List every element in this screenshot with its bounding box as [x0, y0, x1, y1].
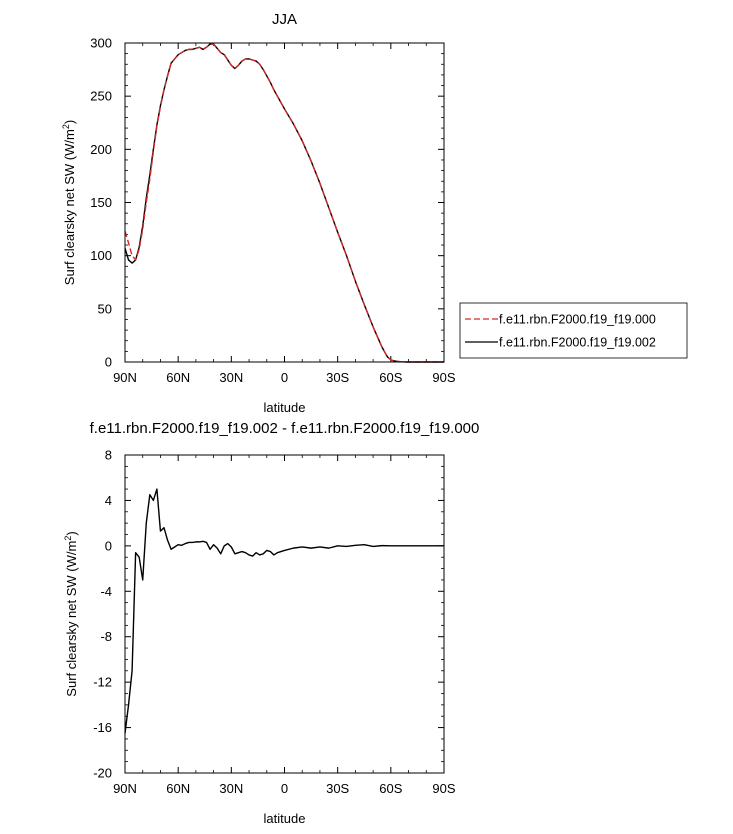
y-tick-label: 4 — [105, 493, 112, 508]
plot-frame-bottom — [124, 454, 445, 774]
x-tick-label: 0 — [281, 781, 288, 796]
x-axis-label-bottom: latitude — [264, 811, 306, 826]
x-tick-label: 60S — [379, 370, 402, 385]
legend-label-series-1: f.e11.rbn.F2000.f19_f19.002 — [499, 336, 656, 350]
chart-panel-top: JJA latitude Surf clearsky net SW (W/m2)… — [61, 11, 456, 415]
plot-frame-top — [124, 42, 445, 363]
x-tick-label: 60N — [166, 781, 190, 796]
y-tick-label: 0 — [105, 538, 112, 553]
x-tick-label: 30S — [326, 370, 349, 385]
x-tick-label: 0 — [281, 370, 288, 385]
x-tick-label: 90N — [113, 781, 137, 796]
y-tick-label: -20 — [93, 766, 112, 781]
x-tick-label: 90S — [432, 781, 455, 796]
y-tick-label: -16 — [93, 720, 112, 735]
legend-box — [459, 302, 688, 359]
y-tick-label: 200 — [90, 142, 112, 157]
y-axis-label-bottom: Surf clearsky net SW (W/m2) — [63, 531, 79, 696]
chart-panel-bottom: f.e11.rbn.F2000.f19_f19.002 - f.e11.rbn.… — [63, 420, 479, 826]
chart-title-bottom: f.e11.rbn.F2000.f19_f19.002 - f.e11.rbn.… — [90, 420, 480, 437]
tick-layer-top: 90N 60N 30N 0 30S 60S 90S 0 50 100 150 200 250 300 — [90, 36, 456, 386]
x-tick-label: 60S — [379, 781, 402, 796]
y-tick-label: -4 — [100, 584, 112, 599]
legend: f.e11.rbn.F2000.f19_f19.000 f.e11.rbn.F2… — [459, 302, 688, 359]
chart-title-top: JJA — [272, 11, 297, 28]
y-tick-label: -12 — [93, 675, 112, 690]
x-tick-label: 30N — [219, 781, 243, 796]
y-tick-label: 100 — [90, 248, 112, 263]
legend-label-series-0: f.e11.rbn.F2000.f19_f19.000 — [499, 313, 656, 327]
series-line-top-1 — [124, 43, 444, 363]
x-tick-label: 30N — [219, 370, 243, 385]
y-tick-label: 300 — [90, 36, 112, 51]
y-axis-label-top: Surf clearsky net SW (W/m2) — [61, 120, 77, 285]
x-axis-label-top: latitude — [264, 400, 306, 415]
y-tick-label: 8 — [105, 448, 112, 463]
x-tick-label: 60N — [166, 370, 190, 385]
series-layer-top — [124, 43, 444, 363]
series-layer-bottom — [124, 488, 444, 734]
y-tick-label: 150 — [90, 195, 112, 210]
y-tick-label: 250 — [90, 89, 112, 104]
series-line-top-0 — [124, 43, 444, 363]
x-tick-label: 90N — [113, 370, 137, 385]
y-tick-label: 50 — [98, 301, 112, 316]
x-tick-label: 30S — [326, 781, 349, 796]
series-line-bottom-0 — [124, 488, 444, 734]
y-tick-label: 0 — [105, 355, 112, 370]
x-tick-label: 90S — [432, 370, 455, 385]
tick-layer-bottom: 90N 60N 30N 0 30S 60S 90S 8 4 0 -4 -8 -12 -16 -20 — [93, 448, 456, 797]
y-tick-label: -8 — [100, 629, 112, 644]
